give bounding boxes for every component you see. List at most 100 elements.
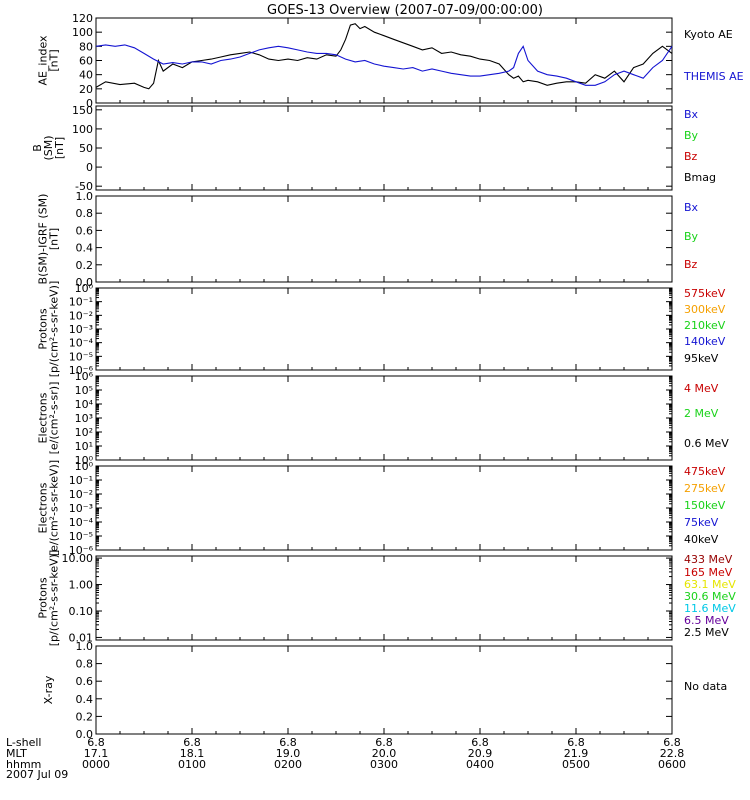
ytick-label-electrons_mev: 10⁵ <box>75 384 93 397</box>
ylabel-bigrf: B(SM)-IGRF (SM) <box>37 194 50 285</box>
ytick-label-xray: 0.0 <box>76 728 94 741</box>
legend-bfield: By <box>684 129 699 142</box>
ytick-label-protons_mev: 0.01 <box>69 631 94 644</box>
x-hhmm-label: 0300 <box>370 758 398 771</box>
ytick-label-xray: 0.2 <box>76 710 94 723</box>
ytick-label-bigrf: 0.0 <box>76 276 94 289</box>
ytick-label-ae: 20 <box>79 83 93 96</box>
legend-protons_kev: 575keV <box>684 287 726 300</box>
panel-frame-protons_kev <box>95 287 673 371</box>
x-mlt-label: 20.9 <box>468 747 493 760</box>
legend-protons_mev: 63.1 MeV <box>684 578 736 591</box>
ylabel-protons_kev: Protons <box>37 308 50 349</box>
ylabel-bigrf: [nT] <box>48 228 61 250</box>
ytick-label-bfield: 100 <box>72 123 93 136</box>
mlt-row-label: MLT <box>6 747 27 760</box>
series-line-kyoto-ae <box>95 23 673 90</box>
ytick-label-protons_mev: 1.00 <box>69 579 94 592</box>
legend-bigrf: By <box>684 230 699 243</box>
legend-xray: No data <box>684 680 727 693</box>
x-lshell-label: 6.8 <box>87 736 105 749</box>
legend-bfield: Bx <box>684 108 699 121</box>
ytick-label-ae: 0 <box>86 97 93 110</box>
ylabel-xray: X-ray <box>42 675 55 704</box>
ylabel-bfield: (SM) <box>42 135 55 160</box>
legend-electrons_kev: 40keV <box>684 533 719 546</box>
panel-frame-protons_mev <box>95 555 673 641</box>
x-mlt-label: 20.0 <box>372 747 397 760</box>
x-lshell-label: 6.8 <box>471 736 489 749</box>
ylabel-ae: AE_index <box>37 35 50 86</box>
x-hhmm-label: 0500 <box>562 758 590 771</box>
ytick-label-electrons_kev: 10⁻⁵ <box>69 530 93 543</box>
legend-protons_mev: 165 MeV <box>684 566 733 579</box>
ytick-label-electrons_kev: 10⁻¹ <box>69 474 93 487</box>
ylabel-electrons_kev: Electrons <box>37 482 50 533</box>
panel-frame-electrons_kev <box>95 465 673 551</box>
ytick-label-ae: 100 <box>72 26 93 39</box>
ytick-label-ae: 120 <box>72 12 93 25</box>
panel-frame-bigrf <box>95 195 673 283</box>
ytick-label-protons_kev: 10⁻⁵ <box>69 350 93 363</box>
legend-protons_kev: 210keV <box>684 319 726 332</box>
legend-electrons_kev: 75keV <box>684 516 719 529</box>
legend-electrons_mev: 4 MeV <box>684 382 719 395</box>
legend-electrons_kev: 275keV <box>684 482 726 495</box>
x-hhmm-label: 0200 <box>274 758 302 771</box>
x-mlt-label: 18.1 <box>180 747 205 760</box>
ytick-label-ae: 60 <box>79 55 93 68</box>
x-hhmm-label: 0000 <box>82 758 110 771</box>
ytick-label-xray: 0.8 <box>76 658 94 671</box>
ytick-label-bigrf: 0.8 <box>76 207 94 220</box>
panel-bigrf: 0.0 0.2 0.4 0.6 0.8 1.0 B(SM)-IGRF (SM)[nT] Bx B… <box>37 190 699 289</box>
legend-electrons_kev: 475keV <box>684 465 726 478</box>
ytick-label-xray: 0.6 <box>76 675 94 688</box>
x-lshell-label: 6.8 <box>375 736 393 749</box>
date-label: 2007 Jul 09 <box>6 768 68 781</box>
x-mlt-label: 19.0 <box>276 747 301 760</box>
ytick-label-ae: 40 <box>79 69 93 82</box>
ytick-label-bfield: -50 <box>75 180 93 193</box>
legend-bfield: Bz <box>684 150 698 163</box>
x-lshell-label: 6.8 <box>663 736 681 749</box>
figure-title: GOES-13 Overview (2007-07-09/00:00:00) <box>267 3 543 18</box>
ytick-label-bigrf: 1.0 <box>76 190 94 203</box>
x-hhmm-label: 0400 <box>466 758 494 771</box>
ytick-label-protons_mev: 10.00 <box>62 552 94 565</box>
ytick-label-electrons_mev: 10⁴ <box>75 398 94 411</box>
ylabel-ae: [nT] <box>48 49 61 71</box>
hhmm-row-label: hhmm <box>6 758 41 771</box>
ytick-label-bfield: 0 <box>86 161 93 174</box>
ytick-label-electrons_kev: 10⁻⁴ <box>69 516 94 529</box>
legend-protons_mev: 6.5 MeV <box>684 614 729 627</box>
legend-protons_kev: 140keV <box>684 335 726 348</box>
panel-frame-electrons_mev <box>95 375 673 461</box>
ytick-label-electrons_mev: 10³ <box>75 412 93 425</box>
ytick-label-bfield: 150 <box>72 104 93 117</box>
x-hhmm-label: 0100 <box>178 758 206 771</box>
ytick-label-electrons_mev: 10⁶ <box>75 370 94 383</box>
ylabel-electrons_kev: [e/(cm²-s-sr-keV)] <box>48 460 61 556</box>
ylabel-protons_mev: [p/(cm²-s-sr-keV)] <box>48 550 61 647</box>
series-line-themis-ae <box>95 44 673 86</box>
legend-electrons_mev: 0.6 MeV <box>684 437 729 450</box>
ytick-label-electrons_mev: 10² <box>75 426 93 439</box>
ytick-label-ae: 80 <box>79 40 93 53</box>
x-lshell-label: 6.8 <box>183 736 201 749</box>
panel-frame-bfield <box>95 105 673 191</box>
ylabel-electrons_mev: [e/(cm²-s-sr)] <box>48 382 61 455</box>
ytick-label-electrons_kev: 10⁻⁶ <box>69 544 94 557</box>
legend-protons_kev: 300keV <box>684 303 726 316</box>
panel-protons_mev: 0.01 0.10 1.00 10.00 Protons[p/(cm²-s-sr-keV… <box>37 550 737 647</box>
ylabel-bfield: [nT] <box>53 137 66 159</box>
legend-bigrf: Bz <box>684 258 698 271</box>
ytick-label-electrons_kev: 10⁰ <box>75 460 94 473</box>
ytick-label-protons_kev: 10⁻¹ <box>69 296 93 309</box>
ytick-label-xray: 0.4 <box>76 693 94 706</box>
ytick-label-electrons_kev: 10⁻³ <box>69 502 93 515</box>
ytick-label-bfield: 50 <box>79 142 93 155</box>
